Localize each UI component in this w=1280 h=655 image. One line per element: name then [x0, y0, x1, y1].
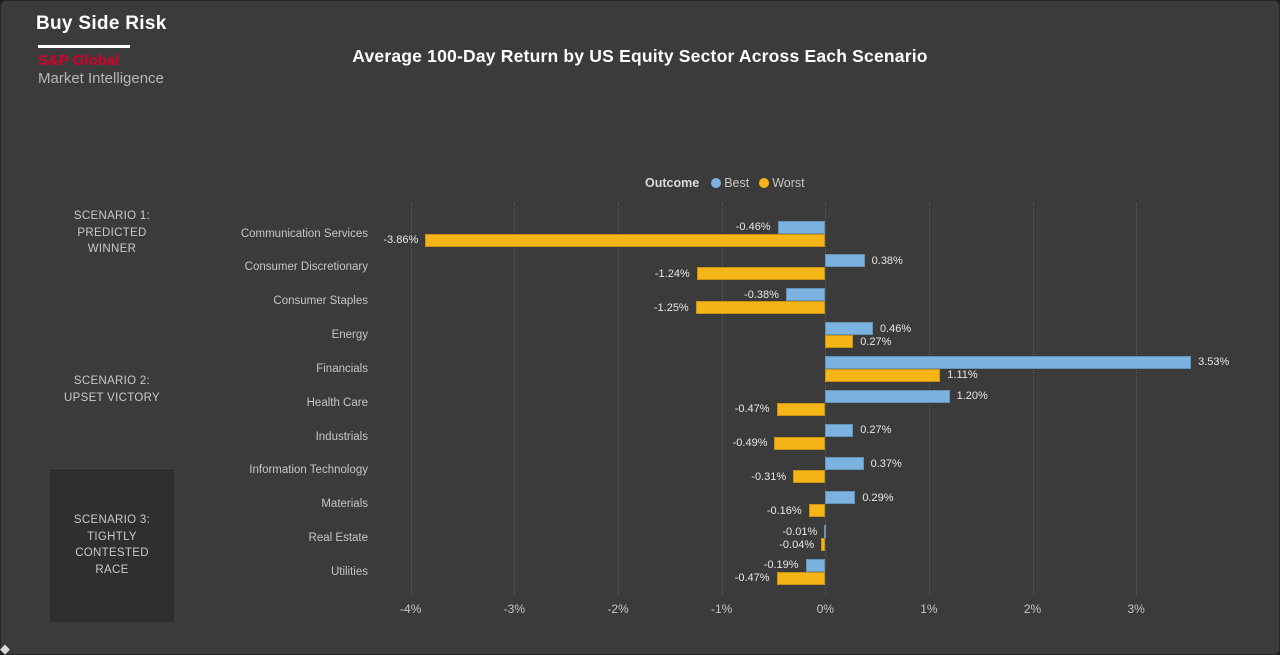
- bar-best-real-estate[interactable]: [824, 525, 827, 539]
- gridline: [721, 203, 723, 595]
- y-axis-label: Health Care: [306, 396, 368, 409]
- scenario-item-line: SCENARIO 3:: [73, 514, 151, 526]
- x-tick-label: 3%: [1127, 602, 1145, 616]
- gridline: [618, 203, 619, 595]
- bar-worst-health-care[interactable]: [776, 402, 826, 416]
- legend-item-best[interactable]: Best: [711, 176, 749, 190]
- scenario-item-3[interactable]: SCENARIO 3: TIGHTLY CONTESTED RACE: [50, 468, 174, 622]
- y-axis-label: Energy: [331, 329, 368, 342]
- legend-item-worst[interactable]: Worst: [759, 176, 805, 190]
- x-tick-label: -4%: [400, 602, 422, 616]
- bar-value-label: -1.25%: [653, 301, 689, 314]
- gridline: [410, 203, 412, 595]
- legend-item-label: Worst: [772, 176, 805, 190]
- bar-best-utilities[interactable]: [805, 558, 826, 572]
- y-axis-label: Industrials: [315, 430, 368, 443]
- scenario-item-line: UPSET VICTORY: [64, 391, 160, 404]
- company-division-text: Market Intelligence: [38, 70, 164, 87]
- bar-best-financials[interactable]: [825, 355, 1192, 369]
- bar-worst-information-technology[interactable]: [793, 470, 826, 484]
- best-series-dot-icon: [711, 178, 722, 188]
- bar-worst-consumer-staples[interactable]: [695, 301, 826, 315]
- bar-value-label: -0.16%: [766, 504, 802, 517]
- bar-worst-consumer-discretionary[interactable]: [696, 267, 826, 281]
- bar-best-health-care[interactable]: [825, 389, 950, 403]
- bar-value-label: 1.11%: [947, 369, 978, 382]
- bar-worst-financials[interactable]: [825, 368, 941, 382]
- brand-block: Buy Side Risk S&P Global Market Intellig…: [36, 13, 167, 87]
- x-tick-label: -3%: [503, 602, 526, 616]
- x-tick-label: 1%: [920, 602, 938, 616]
- worst-series-dot-icon: [759, 178, 770, 188]
- bar-value-label: 0.37%: [870, 457, 902, 470]
- company-logo-text: S&P Global: [38, 52, 120, 69]
- bar-best-consumer-discretionary[interactable]: [825, 254, 865, 268]
- legend-item-label: Best: [724, 176, 750, 190]
- gridline: [1032, 203, 1034, 595]
- bar-worst-communication-services[interactable]: [425, 233, 826, 247]
- x-tick-label: -2%: [607, 602, 629, 616]
- scenario-item-line: SCENARIO 2:: [73, 375, 151, 387]
- x-tick-label: 0%: [816, 602, 834, 616]
- y-axis-label: Real Estate: [308, 532, 368, 545]
- bar-worst-materials[interactable]: [808, 504, 826, 518]
- bar-value-label: -3.86%: [383, 234, 419, 246]
- scenario-item-line: CONTESTED: [75, 547, 149, 559]
- chart-title: Average 100-Day Return by US Equity Sect…: [352, 46, 928, 66]
- bar-value-label: -1.24%: [654, 267, 690, 280]
- scenario-item-line: RACE: [95, 563, 129, 576]
- bar-value-label: 0.29%: [862, 491, 894, 504]
- bar-best-consumer-staples[interactable]: [785, 288, 826, 302]
- bar-best-information-technology[interactable]: [825, 457, 864, 471]
- legend-title: Outcome: [645, 176, 700, 190]
- chart-legend: Outcome Best Worst: [645, 176, 815, 190]
- bar-best-energy[interactable]: [825, 322, 873, 336]
- y-axis-label: Materials: [321, 498, 368, 511]
- scenario-item-1[interactable]: SCENARIO 1: PREDICTED WINNER: [50, 208, 174, 258]
- bar-value-label: -0.49%: [732, 437, 768, 450]
- brand-divider: [38, 45, 130, 48]
- bar-worst-real-estate[interactable]: [821, 538, 826, 552]
- scenario-item-line: SCENARIO 1:: [73, 210, 151, 222]
- bar-worst-energy[interactable]: [825, 335, 854, 349]
- bar-value-label: 0.27%: [860, 335, 892, 348]
- bar-value-label: 0.38%: [871, 254, 903, 267]
- bar-worst-industrials[interactable]: [774, 436, 826, 450]
- y-axis-label: Communication Services: [240, 227, 368, 240]
- x-tick-label: 2%: [1023, 602, 1042, 616]
- bar-best-materials[interactable]: [825, 491, 856, 505]
- bar-value-label: -0.31%: [751, 470, 787, 483]
- scenario-item-line: WINNER: [87, 243, 137, 255]
- bar-value-label: 3.53%: [1198, 356, 1230, 369]
- bar-value-label: 0.27%: [860, 424, 892, 437]
- bar-best-communication-services[interactable]: [777, 220, 826, 234]
- y-axis-label: Information Technology: [249, 464, 368, 477]
- scenario-item-line: TIGHTLY: [87, 530, 137, 543]
- bar-value-label: -0.01%: [782, 525, 818, 538]
- scenario-item-line: PREDICTED: [77, 226, 147, 239]
- bar-value-label: -0.19%: [763, 559, 799, 572]
- gridline: [1136, 203, 1138, 595]
- bar-value-label: -0.47%: [734, 403, 770, 416]
- y-axis-label: Consumer Staples: [273, 295, 368, 308]
- y-axis-label: Financials: [316, 362, 368, 375]
- y-axis-label: Consumer Discretionary: [244, 261, 368, 274]
- gridline: [514, 203, 516, 595]
- bar-value-label: -0.46%: [735, 221, 771, 233]
- bar-worst-utilities[interactable]: [776, 571, 826, 585]
- bar-value-label: 0.46%: [879, 322, 912, 335]
- bar-best-industrials[interactable]: [825, 423, 854, 437]
- bar-value-label: -0.38%: [744, 288, 779, 301]
- bar-value-label: 1.20%: [956, 390, 988, 403]
- scenario-item-2[interactable]: SCENARIO 2: UPSET VICTORY: [50, 373, 174, 406]
- bar-value-label: -0.47%: [734, 572, 770, 585]
- mouse-cursor-icon: ◆: [0, 641, 10, 655]
- x-tick-label: -1%: [710, 602, 733, 616]
- y-axis-label: Utilities: [330, 565, 368, 578]
- product-title: Buy Side Risk: [36, 13, 167, 34]
- bar-value-label: -0.04%: [779, 538, 815, 551]
